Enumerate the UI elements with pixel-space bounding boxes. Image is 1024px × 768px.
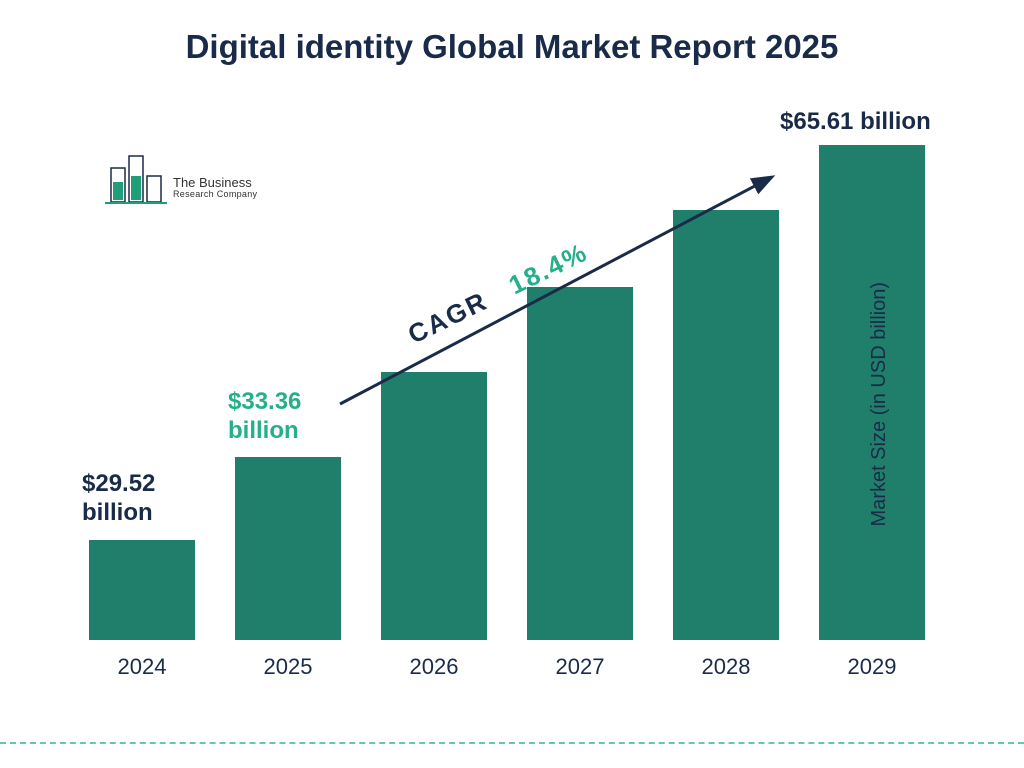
value-label-line1: $29.52 (82, 470, 155, 497)
bar-slot (374, 372, 494, 640)
chart-plot-area: 2024 2025 2026 2027 2028 2029 (82, 140, 932, 680)
value-label-2029: $65.61 billion (780, 108, 931, 137)
x-label: 2025 (228, 644, 348, 680)
x-label: 2027 (520, 644, 640, 680)
value-label-2025: $33.36 billion (228, 388, 301, 446)
chart-title-text: Digital identity Global Market Report 20… (186, 28, 839, 65)
bar-2027 (527, 287, 633, 640)
value-label-line2: billion (82, 499, 153, 526)
x-label: 2026 (374, 644, 494, 680)
x-label: 2028 (666, 644, 786, 680)
bar-2025 (235, 457, 341, 640)
bar-slot (520, 287, 640, 640)
bar-slot (82, 540, 202, 640)
x-label: 2029 (812, 644, 932, 680)
bars-row (82, 140, 932, 640)
bar-2024 (89, 540, 195, 640)
bottom-dashed-rule (0, 742, 1024, 744)
y-axis-label: Market Size (in USD billion) (868, 282, 891, 527)
value-label-2024: $29.52 billion (82, 470, 155, 528)
bar-2028 (673, 210, 779, 640)
value-label-line2: billion (228, 417, 299, 444)
bar-2026 (381, 372, 487, 640)
x-axis-labels: 2024 2025 2026 2027 2028 2029 (82, 644, 932, 680)
chart-title: Digital identity Global Market Report 20… (0, 28, 1024, 66)
value-label-line1: $33.36 (228, 388, 301, 415)
x-label: 2024 (82, 644, 202, 680)
value-label-text: $65.61 billion (780, 108, 931, 135)
bar-slot (666, 210, 786, 640)
bar-slot (228, 457, 348, 640)
